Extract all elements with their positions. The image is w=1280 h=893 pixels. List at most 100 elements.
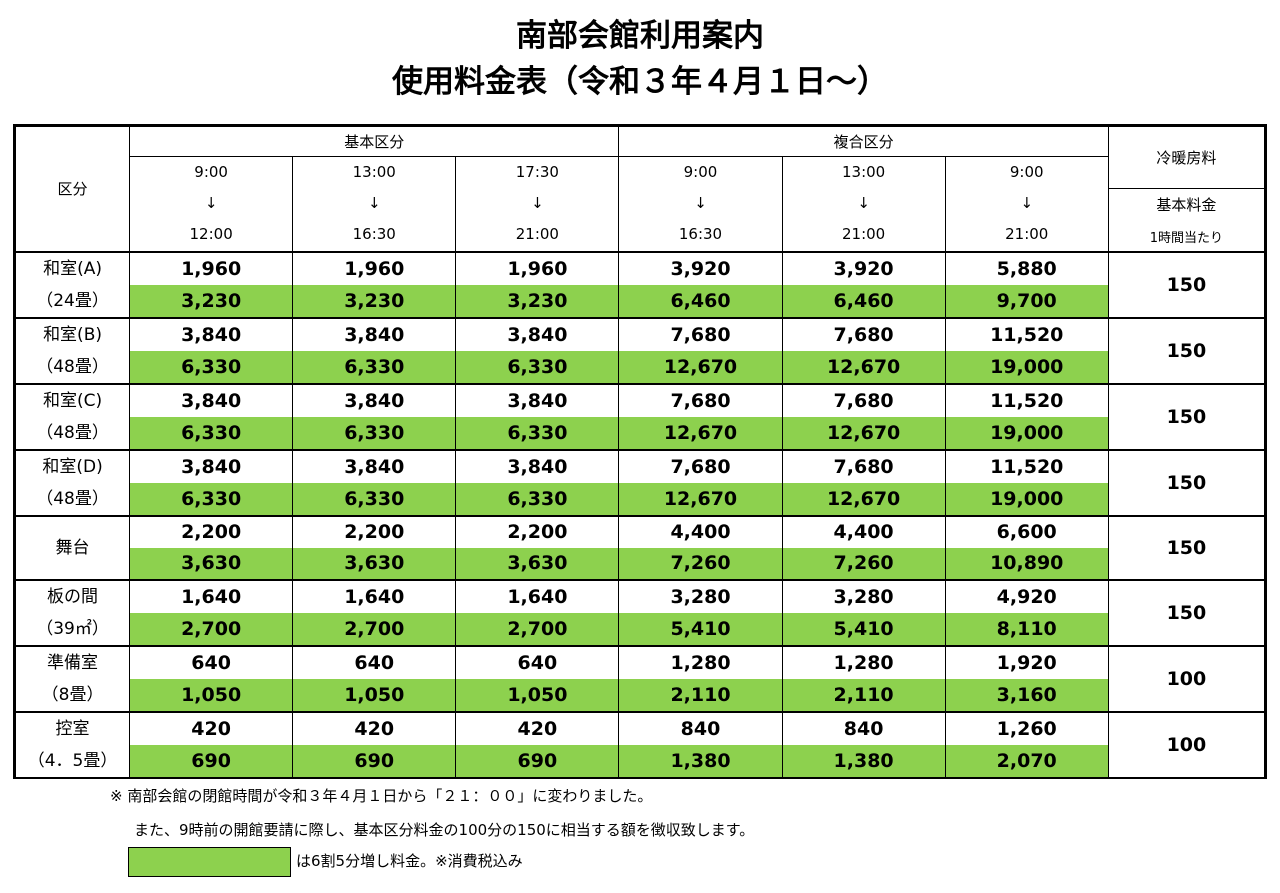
base-fee: 7,680 bbox=[618, 449, 783, 483]
base-fee: 3,280 bbox=[781, 579, 946, 613]
base-fee: 5,880 bbox=[944, 251, 1109, 285]
table-row: 1,050 1,050 1,050 2,110 2,110 3,160 bbox=[15, 678, 1266, 713]
surcharge-fee: 12,670 bbox=[618, 482, 783, 517]
base-fee: 4,400 bbox=[618, 515, 783, 548]
base-fee: 6,600 bbox=[944, 515, 1109, 548]
time-arrow: ↓ bbox=[204, 194, 218, 213]
ac-fee: 150 bbox=[1107, 317, 1268, 385]
room-name: 舞台 bbox=[12, 515, 131, 581]
base-fee: 1,280 bbox=[781, 645, 946, 679]
surcharge-fee: 6,330 bbox=[129, 482, 294, 517]
room-name1: 和室(D) bbox=[42, 456, 103, 477]
basic-header: 基本区分 bbox=[129, 124, 620, 157]
table-row: 690 690 690 1,380 1,380 2,070 bbox=[15, 744, 1266, 779]
surcharge-fee: 6,330 bbox=[455, 350, 620, 385]
surcharge-fee: 12,670 bbox=[618, 416, 783, 451]
time-end: 16:30 bbox=[352, 225, 396, 244]
time-start: 9:00 bbox=[194, 163, 228, 182]
table-row: 準備室 （8畳） 640 640 640 1,280 1,280 1,920 100 bbox=[12, 645, 1268, 713]
surcharge-fee: 3,230 bbox=[292, 284, 457, 319]
time-slot-header: 13:00 ↓ 21:00 bbox=[781, 156, 946, 253]
note-closing-time: ※ 南部会館の閉館時間が令和３年４月１日から「２１：００」に変わりました。 bbox=[110, 787, 653, 805]
ac-fee: 100 bbox=[1107, 645, 1268, 713]
room-name1: 和室(C) bbox=[42, 390, 103, 411]
surcharge-fee: 3,230 bbox=[129, 284, 294, 319]
room-name2: （4．5畳） bbox=[27, 750, 118, 771]
time-arrow: ↓ bbox=[531, 194, 544, 213]
ac-header: 冷暖房料 bbox=[1107, 124, 1268, 189]
surcharge-fee: 2,700 bbox=[455, 612, 620, 647]
base-fee: 3,840 bbox=[292, 317, 457, 351]
room-name1: 和室(B) bbox=[43, 324, 102, 345]
time-slot-header: 9:00 ↓ 12:00 bbox=[129, 156, 294, 253]
room-name: 板の間 （39㎡） bbox=[12, 579, 131, 647]
table-row: 和室(B) （48畳） 3,840 3,840 3,840 7,680 7,680 11,52… bbox=[12, 317, 1268, 385]
surcharge-fee: 690 bbox=[129, 744, 294, 779]
surcharge-fee: 12,670 bbox=[781, 482, 946, 517]
legend-text: は6割5分増し料金。※消費税込み bbox=[296, 852, 523, 870]
surcharge-fee: 3,630 bbox=[292, 547, 457, 581]
surcharge-fee: 2,700 bbox=[292, 612, 457, 647]
time-start: 9:00 bbox=[1009, 163, 1044, 182]
time-arrow: ↓ bbox=[367, 194, 381, 213]
base-fee: 1,960 bbox=[129, 251, 294, 285]
surcharge-fee: 6,330 bbox=[292, 350, 457, 385]
note-early-open: また、9時前の開館要請に際し、基本区分料金の100分の150に相当する額を徴収致… bbox=[134, 821, 755, 839]
table-row: 控室 （4．5畳） 420 420 420 840 840 1,260 100 bbox=[12, 711, 1268, 779]
base-fee: 1,640 bbox=[455, 579, 620, 613]
room-name: 和室(D) （48畳） bbox=[12, 449, 131, 517]
ac-fee: 150 bbox=[1107, 515, 1268, 581]
surcharge-fee: 12,670 bbox=[618, 350, 783, 385]
base-fee: 3,920 bbox=[781, 251, 946, 285]
base-fee: 840 bbox=[618, 711, 783, 745]
surcharge-fee: 2,110 bbox=[618, 678, 783, 713]
ac-unit-label: 1時間当たり bbox=[1149, 230, 1224, 246]
base-fee: 2,200 bbox=[292, 515, 457, 548]
table-row: 3,630 3,630 3,630 7,260 7,260 10,890 bbox=[15, 547, 1266, 581]
surcharge-fee: 1,380 bbox=[618, 744, 783, 779]
table-row: 和室(A) （24畳） 1,960 1,960 1,960 3,920 3,920 5,880… bbox=[12, 251, 1268, 319]
surcharge-fee: 8,110 bbox=[944, 612, 1109, 647]
base-fee: 4,920 bbox=[944, 579, 1109, 613]
table-row: 板の間 （39㎡） 1,640 1,640 1,640 3,280 3,280 4,920 15… bbox=[12, 579, 1268, 647]
room-name: 控室 （4．5畳） bbox=[12, 711, 131, 779]
base-fee: 1,960 bbox=[455, 251, 620, 285]
ac-base-header: 基本料金 1時間当たり bbox=[1107, 188, 1268, 253]
surcharge-fee: 2,700 bbox=[129, 612, 294, 647]
base-fee: 3,840 bbox=[292, 449, 457, 483]
time-arrow: ↓ bbox=[694, 194, 707, 213]
table-row: 舞台 2,200 2,200 2,200 4,400 4,400 6,600 150 bbox=[12, 515, 1268, 581]
time-end: 12:00 bbox=[189, 225, 233, 244]
surcharge-fee: 690 bbox=[292, 744, 457, 779]
surcharge-fee: 19,000 bbox=[944, 416, 1109, 451]
base-fee: 1,280 bbox=[618, 645, 783, 679]
room-name2: （48畳） bbox=[36, 488, 109, 509]
surcharge-fee: 1,050 bbox=[292, 678, 457, 713]
base-fee: 11,520 bbox=[944, 317, 1109, 351]
base-fee: 640 bbox=[455, 645, 620, 679]
base-fee: 7,680 bbox=[781, 317, 946, 351]
base-fee: 1,640 bbox=[129, 579, 294, 613]
surcharge-fee: 3,630 bbox=[129, 547, 294, 581]
surcharge-fee: 19,000 bbox=[944, 482, 1109, 517]
time-arrow: ↓ bbox=[1020, 194, 1034, 213]
base-fee: 2,200 bbox=[455, 515, 620, 548]
base-fee: 1,960 bbox=[292, 251, 457, 285]
time-end: 16:30 bbox=[678, 225, 723, 244]
base-fee: 11,520 bbox=[944, 383, 1109, 417]
surcharge-fee: 5,410 bbox=[618, 612, 783, 647]
page-title: 南部会館利用案内 bbox=[516, 18, 764, 54]
page-subtitle: 使用料金表（令和３年４月１日～） bbox=[392, 64, 888, 100]
time-slot-header: 13:00 ↓ 16:30 bbox=[292, 156, 457, 253]
surcharge-fee: 12,670 bbox=[781, 350, 946, 385]
base-fee: 11,520 bbox=[944, 449, 1109, 483]
room-name2: （39㎡） bbox=[36, 618, 109, 639]
time-end: 21:00 bbox=[841, 225, 886, 244]
base-fee: 4,400 bbox=[781, 515, 946, 548]
time-arrow: ↓ bbox=[857, 194, 870, 213]
surcharge-fee: 10,890 bbox=[944, 547, 1109, 581]
room-name1: 和室(A) bbox=[43, 258, 102, 279]
base-fee: 420 bbox=[129, 711, 294, 745]
time-start: 13:00 bbox=[352, 163, 396, 182]
table-row: 和室(D) （48畳） 3,840 3,840 3,840 7,680 7,680 11,52… bbox=[12, 449, 1268, 517]
